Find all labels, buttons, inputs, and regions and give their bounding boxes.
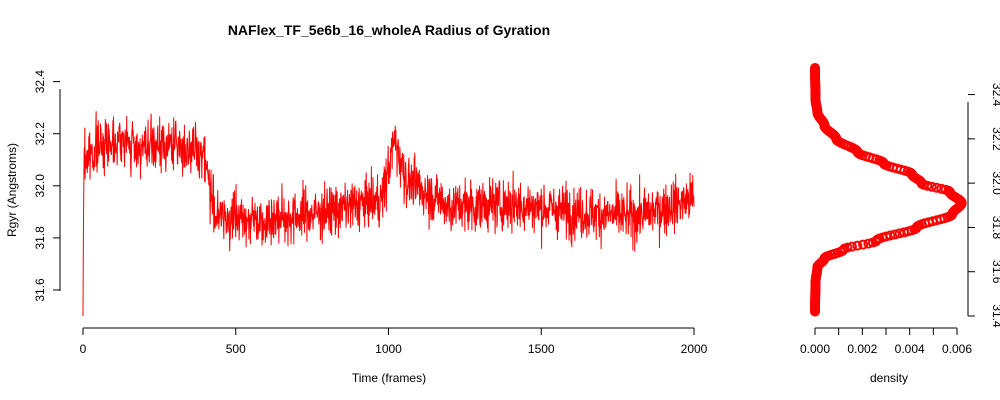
density-x-tick-label: 0.004 bbox=[895, 342, 925, 356]
chart-title: NAFlex_TF_5e6b_16_wholeA Radius of Gyrat… bbox=[228, 22, 550, 38]
x-tick-label: 2000 bbox=[681, 342, 708, 356]
y-tick-label: 32.2 bbox=[33, 122, 47, 146]
density-point bbox=[936, 183, 947, 194]
x-tick-label: 1000 bbox=[375, 342, 402, 356]
density-y-tick-label: 32.0 bbox=[990, 171, 1000, 195]
density-point bbox=[889, 229, 900, 240]
density-point bbox=[846, 241, 857, 252]
density-panel: 0.000 0.002 0.004 0.006 31.4 31.6 31.8 32.0 32.… bbox=[800, 63, 1000, 385]
density-y-tick-label: 31.8 bbox=[990, 216, 1000, 240]
density-point bbox=[881, 231, 892, 242]
density-point bbox=[852, 240, 863, 251]
density-y-tick-label: 32.2 bbox=[990, 127, 1000, 151]
y-axis-label: Rgyr (Angstroms) bbox=[5, 143, 19, 237]
density-x-tick-label: 0.000 bbox=[800, 342, 830, 356]
y-tick-label: 32.4 bbox=[33, 70, 47, 94]
density-point bbox=[940, 184, 951, 195]
y-tick-label: 31.6 bbox=[33, 278, 47, 302]
y-tick-label: 32.0 bbox=[33, 174, 47, 198]
x-tick-label: 0 bbox=[80, 342, 87, 356]
density-y-tick-label: 31.6 bbox=[990, 260, 1000, 284]
density-point bbox=[885, 230, 896, 241]
density-x-axis-label: density bbox=[870, 371, 908, 385]
density-point bbox=[894, 228, 905, 239]
rgyr-series-line bbox=[82, 111, 695, 317]
x-tick-label: 500 bbox=[226, 342, 246, 356]
density-y-tick-label: 32.4 bbox=[990, 83, 1000, 107]
timeseries-panel: 0 500 1000 1500 2000 31.6 31.8 32.0 32.2 32.4 Ti… bbox=[5, 70, 708, 385]
y-tick-label: 31.8 bbox=[33, 226, 47, 250]
density-point bbox=[858, 239, 869, 250]
density-point bbox=[931, 182, 942, 193]
density-point bbox=[810, 63, 820, 73]
density-x-tick-label: 0.006 bbox=[942, 342, 972, 356]
density-x-tick-label: 0.002 bbox=[847, 342, 877, 356]
x-tick-label: 1500 bbox=[528, 342, 555, 356]
density-y-tick-label: 31.4 bbox=[990, 304, 1000, 328]
x-axis-label: Time (frames) bbox=[352, 371, 426, 385]
density-point bbox=[842, 242, 853, 253]
